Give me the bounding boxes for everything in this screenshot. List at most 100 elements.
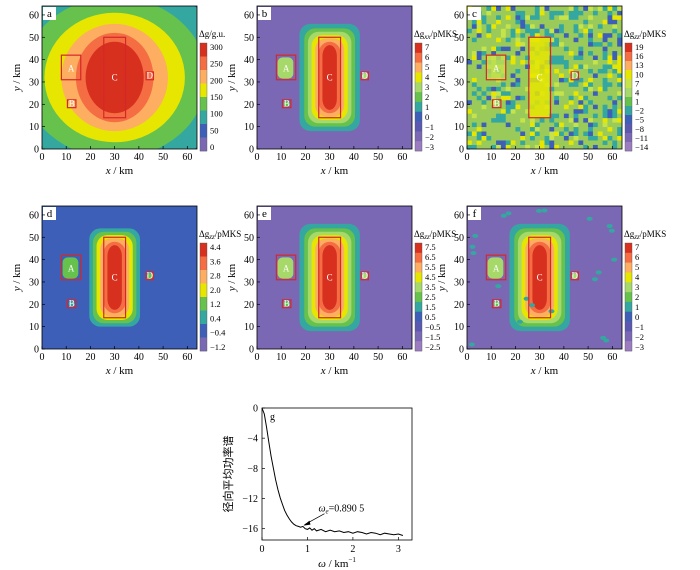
noise-cell — [476, 99, 482, 105]
noise-cell — [607, 32, 613, 38]
noise-cell — [500, 23, 507, 29]
noise-cell — [510, 126, 516, 132]
y-tick-label: 0 — [459, 345, 464, 356]
noise-cell — [617, 140, 622, 145]
noise-cell — [471, 113, 478, 119]
x-tick-label: 60 — [607, 152, 617, 163]
noise-cell — [568, 59, 574, 65]
noise-cell — [588, 59, 594, 65]
colorbar-segment — [625, 106, 632, 116]
noise-cell — [496, 135, 502, 141]
noise-cell — [573, 126, 579, 132]
noise-cell — [573, 81, 579, 87]
noise-cell — [481, 126, 487, 132]
noise-cell — [554, 104, 560, 110]
noise-cell — [592, 6, 599, 11]
colorbar-tick-label: −3 — [425, 142, 434, 152]
colorbar-segment — [415, 243, 422, 254]
noise-cell — [476, 135, 482, 141]
noise-cell — [529, 6, 536, 11]
noise-cell — [500, 86, 507, 92]
noise-cell — [505, 59, 511, 65]
noise-cell — [500, 41, 507, 47]
map-frame — [256, 205, 413, 350]
noise-cell — [583, 23, 589, 29]
noise-cell — [529, 32, 536, 38]
colorbar-segment — [415, 311, 422, 322]
noise-cell — [467, 99, 473, 105]
noise-cell — [549, 144, 555, 149]
noise-cell — [597, 50, 604, 56]
noise-cell — [549, 104, 555, 110]
colorbar-tick-label: 1.5 — [425, 302, 436, 312]
x-tick-label: 40 — [349, 352, 359, 363]
noise-cell — [510, 28, 516, 34]
y-axis-label: y / km — [436, 63, 448, 92]
panel-letter: e — [262, 208, 267, 220]
x-tick-label: 2 — [350, 544, 355, 555]
noise-cell — [583, 41, 589, 47]
noise-cell — [583, 113, 589, 119]
noise-cell — [573, 113, 579, 119]
noise-cell — [476, 81, 482, 87]
noise-cell — [505, 108, 511, 114]
noise-cell — [510, 86, 516, 92]
colorbar-segment — [200, 83, 207, 98]
body-label-b: B — [284, 299, 290, 309]
noise-cell — [583, 59, 589, 65]
body-outline-a — [60, 54, 82, 81]
noise-cell — [476, 140, 482, 145]
y-tick-label: 10 — [244, 122, 254, 133]
contour-band — [532, 245, 547, 310]
colorbar-tick-label: −1 — [635, 322, 644, 332]
noise-cell — [559, 140, 565, 145]
colorbar-tick-label: 6.5 — [425, 252, 436, 262]
noise-cell — [515, 77, 521, 83]
noise-cell — [559, 86, 565, 92]
noise-cell — [505, 23, 511, 29]
noise-cell — [525, 131, 531, 136]
noise-cell — [578, 50, 584, 56]
noise-cell — [607, 46, 613, 52]
noise-cell — [568, 19, 574, 25]
noise-cell — [515, 23, 521, 29]
x-axis-label: ω / km−1 — [318, 556, 356, 570]
noise-cell — [607, 144, 613, 149]
noise-cell — [597, 10, 604, 16]
panel-letter: g — [270, 412, 275, 423]
noise-cell — [559, 104, 565, 110]
noise-cell — [554, 73, 560, 78]
noise-cell — [563, 32, 570, 38]
noise-cell — [486, 122, 492, 128]
noise-cell — [559, 50, 565, 56]
contour-band — [493, 300, 500, 307]
noise-cell — [568, 135, 574, 141]
body-label-a: A — [68, 264, 75, 274]
noise-cell — [592, 131, 599, 136]
noise-cell — [602, 104, 608, 110]
x-axis-label: x / km — [105, 165, 134, 177]
contour-band — [322, 45, 337, 110]
noise-cell — [491, 28, 497, 34]
noise-cell — [549, 140, 555, 145]
noise-blob — [608, 228, 615, 233]
noise-cell — [573, 55, 579, 61]
noise-cell — [592, 14, 599, 20]
noise-cell — [578, 108, 584, 114]
noise-cell — [554, 144, 560, 149]
colorbar-segment — [415, 72, 422, 83]
y-tick-label: 40 — [29, 55, 39, 66]
noise-cell — [525, 90, 531, 96]
x-tick-label: 0 — [255, 352, 260, 363]
noise-cell — [467, 95, 473, 101]
noise-cell — [539, 131, 545, 136]
noise-cell — [505, 99, 511, 105]
noise-cell — [505, 50, 511, 56]
y-tick-label: 0 — [459, 145, 464, 156]
noise-cell — [467, 41, 473, 47]
body-label-a: A — [493, 264, 500, 274]
noise-cell — [500, 14, 507, 20]
noise-cell — [578, 23, 584, 29]
noise-cell — [549, 90, 555, 96]
map-frame — [256, 5, 413, 150]
